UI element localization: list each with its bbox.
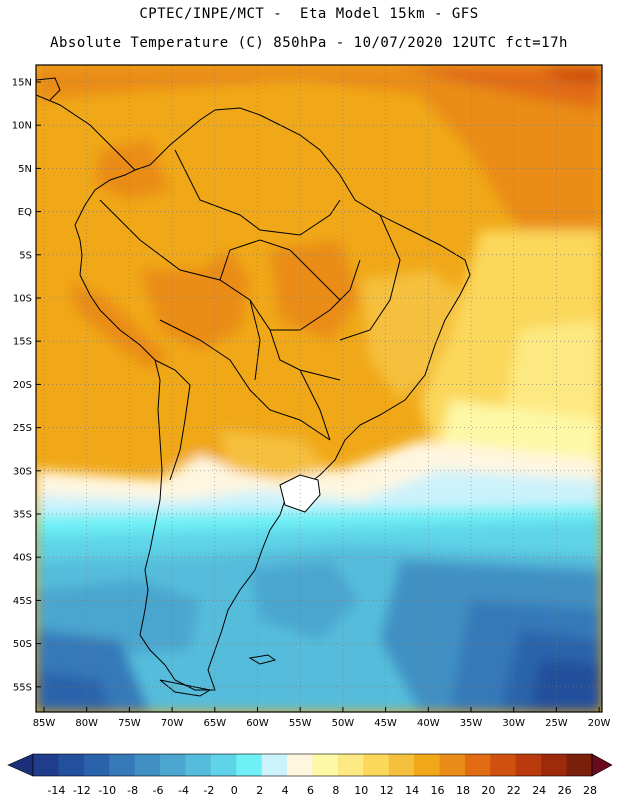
colorbar-label: 16	[431, 784, 445, 797]
colorbar-label: -6	[153, 784, 164, 797]
lon-label: 80W	[75, 718, 98, 729]
lat-label: 10S	[13, 294, 32, 305]
lat-label: 5N	[18, 164, 32, 175]
lon-label: 45W	[374, 718, 397, 729]
lat-label: 5S	[19, 250, 32, 261]
longitude-labels: 85W 80W 75W 70W 65W 60W 55W 50W 45W 40W 35W 30W 25W 2…	[33, 707, 611, 729]
colorbar-label: 0	[231, 784, 238, 797]
colorbar-label: 8	[332, 784, 339, 797]
colorbar-swatch	[160, 754, 186, 776]
colorbar-label: 14	[405, 784, 419, 797]
colorbar-swatch	[58, 754, 85, 776]
lat-label: 15S	[13, 337, 32, 348]
lon-label: 35W	[460, 718, 483, 729]
lat-label: 25S	[13, 423, 32, 434]
lon-label: 50W	[332, 718, 355, 729]
lon-label: 25W	[545, 718, 568, 729]
colorbar-swatch	[541, 754, 567, 776]
colorbar-label: -14	[47, 784, 65, 797]
lon-label: 20W	[588, 718, 611, 729]
colorbar-label: 12	[380, 784, 394, 797]
title-line-2: Absolute Temperature (C) 850hPa - 10/07/…	[50, 35, 568, 51]
colorbar-swatch	[287, 754, 313, 776]
colorbar-swatch	[33, 754, 59, 776]
colorbar-swatch	[261, 754, 288, 776]
colorbar-label: 2	[256, 784, 263, 797]
colorbar-swatch	[515, 754, 542, 776]
lon-label: 30W	[502, 718, 525, 729]
title-line-1: CPTEC/INPE/MCT - Eta Model 15km - GFS	[139, 6, 479, 22]
colorbar-swatch	[134, 754, 161, 776]
colorbar-swatch	[439, 754, 466, 776]
colorbar-label: -12	[73, 784, 91, 797]
colorbar-label: -10	[98, 784, 116, 797]
colorbar-swatch	[388, 754, 415, 776]
lon-label: 65W	[203, 718, 226, 729]
colorbar-swatch	[109, 754, 136, 776]
colorbar-swatch	[185, 754, 212, 776]
colorbar-high-arrow	[591, 753, 613, 777]
colorbar-label: 18	[456, 784, 470, 797]
colorbar-low-arrow	[7, 753, 34, 777]
plot-frame	[35, 64, 603, 713]
lat-label: 50S	[13, 639, 32, 650]
colorbar-label: 26	[558, 784, 572, 797]
colorbar-label: 10	[354, 784, 368, 797]
colorbar-swatch	[490, 754, 517, 776]
lat-label: 55S	[13, 682, 32, 693]
colorbar-swatch	[337, 754, 364, 776]
colorbar-swatch	[363, 754, 390, 776]
colorbar-label: -4	[178, 784, 189, 797]
lat-label: 40S	[13, 553, 32, 564]
lat-label: 15N	[12, 78, 32, 89]
lat-label: EQ	[18, 207, 32, 218]
lon-label: 85W	[33, 718, 56, 729]
colorbar-label: 22	[507, 784, 521, 797]
colorbar-label: -2	[203, 784, 214, 797]
colorbar-frame	[32, 753, 593, 777]
lat-label: 35S	[13, 510, 32, 521]
lon-label: 40W	[417, 718, 440, 729]
lat-label: 20S	[13, 380, 32, 391]
colorbar-swatch	[210, 754, 237, 776]
lon-label: 75W	[118, 718, 141, 729]
colorbar-swatch	[566, 754, 593, 776]
colorbar-swatch	[83, 754, 110, 776]
colorbar-swatch	[464, 754, 491, 776]
colorbar-label: -8	[127, 784, 138, 797]
colorbar-swatch	[312, 754, 339, 776]
colorbar-swatch	[236, 754, 263, 776]
colorbar-label: 24	[532, 784, 546, 797]
lat-label: 10N	[12, 121, 32, 132]
temperature-field	[36, 65, 602, 712]
colorbar-label: 6	[307, 784, 314, 797]
latitude-labels: 15N 10N 5N EQ 5S 10S 15S 20S 25S 30S 35S 40S 45S 50S 5…	[12, 78, 41, 693]
colorbar: -14 -12 -10 -8 -6 -4 -2 0 2 4 6 8 10 12 14 16 18 20 22 24 26…	[7, 753, 613, 797]
colorbar-label: 4	[282, 784, 289, 797]
lon-label: 55W	[289, 718, 312, 729]
lat-label: 30S	[13, 466, 32, 477]
colorbar-label: 28	[583, 784, 597, 797]
colorbar-swatch	[414, 754, 440, 776]
lon-label: 70W	[161, 718, 184, 729]
lon-label: 60W	[246, 718, 269, 729]
lat-label: 45S	[13, 596, 32, 607]
colorbar-label: 20	[481, 784, 495, 797]
